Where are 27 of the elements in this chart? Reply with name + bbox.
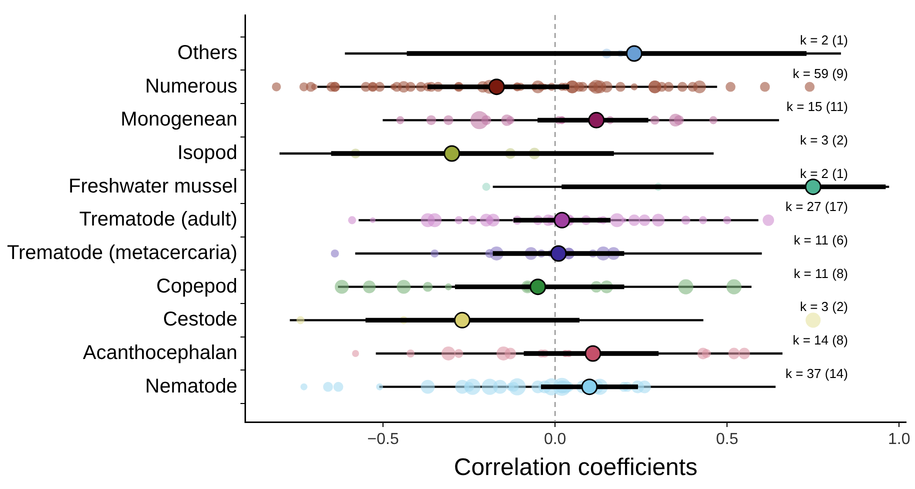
annotation: k = 3 (2) [800,299,848,314]
y-tick-label: Trematode (adult) [79,208,238,231]
annotation: k = 27 (17) [785,199,848,214]
annotation: k = 11 (8) [794,266,848,281]
y-tick-label: Isopod [177,142,238,164]
x-axis-title: Correlation coefficients [454,454,698,482]
y-tick-label: Cestode [162,308,238,331]
annotation: k = 59 (9) [792,66,848,81]
annotation: k = 11 (6) [794,232,848,248]
y-tick-label: Monogenean [120,108,238,131]
y-tick-label: Trematode (metacercaria) [6,242,238,264]
annotation: k = 2 (1) [800,32,848,48]
x-tick-label: 0.0 [544,431,566,448]
x-tick-label: −0.5 [367,431,399,448]
y-tick-label: Numerous [145,75,238,98]
y-tick-label: Freshwater mussel [68,175,238,198]
y-tick-label: Acanthocephalan [82,342,238,364]
annotation: k = 37 (14) [785,366,848,381]
x-tick-label: 0.5 [716,431,738,448]
annotation: k = 2 (1) [800,166,848,181]
annotation: k = 15 (11) [786,99,848,114]
y-tick-label: Copepod [156,275,238,298]
y-tick-label: Nematode [145,375,238,398]
x-tick-label: 1.0 [888,431,910,448]
annotation: k = 14 (8) [792,332,848,348]
annotation: k = 3 (2) [800,132,848,148]
y-tick-label: Others [177,42,238,64]
